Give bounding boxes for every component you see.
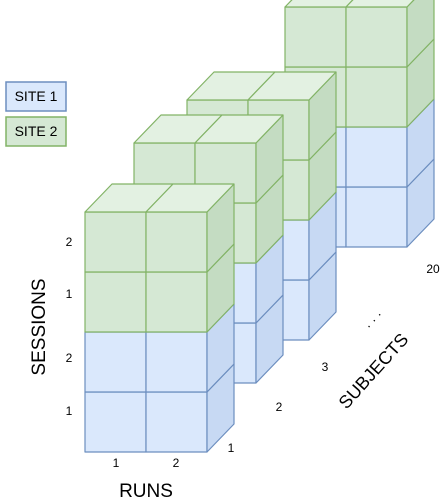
cube-front-face — [345, 186, 408, 248]
cube-top-face — [194, 114, 284, 144]
cube-front-face — [84, 391, 147, 453]
session-tick-site1-2: 2 — [66, 351, 73, 365]
legend-swatch-site-2 — [5, 116, 67, 147]
runs-axis-title: RUNS — [119, 481, 173, 502]
legend-item-site-2: SITE 2 — [5, 116, 67, 147]
legend: SITE 1 SITE 2 — [5, 81, 67, 147]
cube-front-face — [345, 6, 408, 68]
legend-item-site-1: SITE 1 — [5, 81, 67, 112]
subjects-ellipsis: · · · — [361, 307, 386, 332]
subject-tick-20: 20 — [426, 262, 440, 276]
sessions-axis-title: SESSIONS — [29, 278, 50, 375]
cube-front-face — [84, 331, 147, 393]
cube-top-face — [284, 0, 354, 8]
cube-stacks — [84, 0, 435, 453]
cube-front-face — [84, 271, 147, 333]
legend-label-site-1: SITE 1 — [15, 88, 58, 104]
subject-tick-1: 1 — [228, 441, 235, 455]
cube-front-face — [284, 6, 347, 68]
subject-tick-2: 2 — [276, 400, 283, 414]
cube-top-face — [345, 0, 415, 8]
cube-front-face — [145, 391, 208, 453]
legend-swatch-site-1 — [5, 81, 67, 112]
cube-front-face — [84, 211, 147, 273]
legend-label-site-2: SITE 2 — [15, 123, 58, 139]
cube-front-face — [345, 126, 408, 188]
cube-top-face — [247, 71, 337, 101]
cube-front-face — [145, 211, 208, 273]
subjects-axis-title: SUBJECTS — [335, 329, 413, 412]
session-tick-site2-2: 2 — [66, 235, 73, 249]
session-tick-site2-1: 1 — [66, 287, 73, 301]
cube-side-face — [406, 0, 435, 68]
run-tick-2: 2 — [173, 456, 180, 470]
run-tick-1: 1 — [113, 456, 120, 470]
session-tick-site1-1: 1 — [66, 404, 73, 418]
cube-front-face — [345, 66, 408, 128]
cube-front-face — [145, 331, 208, 393]
cube-front-face — [145, 271, 208, 333]
subject-tick-3: 3 — [322, 360, 329, 374]
cube-top-face — [145, 183, 235, 213]
subject-stack-1 — [84, 183, 235, 453]
